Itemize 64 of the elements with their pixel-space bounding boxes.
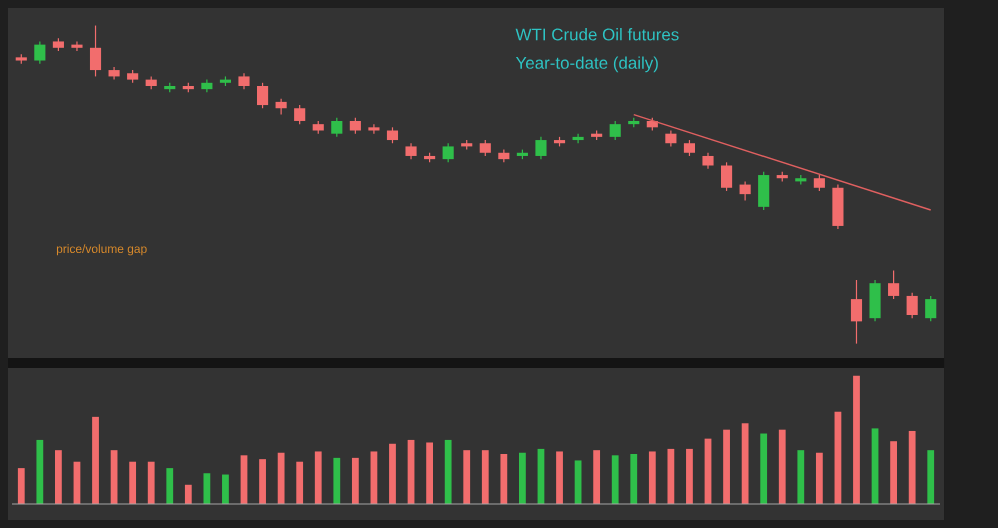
bar — [853, 375, 860, 504]
bar — [36, 439, 44, 504]
bar — [741, 423, 749, 504]
bar — [797, 450, 805, 504]
bar — [667, 448, 675, 504]
bar — [611, 455, 619, 504]
bar — [760, 433, 768, 504]
candlestick — [572, 133, 584, 144]
candlestick — [331, 117, 343, 138]
bar — [92, 416, 99, 504]
candlestick — [275, 98, 287, 116]
text: Year-to-date (daily) — [515, 56, 658, 73]
bar — [426, 442, 433, 504]
bar — [333, 457, 341, 504]
bar — [648, 451, 656, 504]
bar — [166, 468, 174, 504]
bar — [129, 461, 137, 504]
candlestick — [739, 180, 751, 202]
bar — [296, 461, 304, 504]
bar — [908, 430, 916, 504]
bar — [147, 461, 155, 504]
bar — [259, 459, 266, 504]
bar — [444, 439, 452, 504]
candlestick — [108, 66, 120, 81]
bar — [778, 429, 786, 504]
bar — [890, 441, 898, 504]
bar — [203, 473, 211, 504]
chart-title: WTI Crude Oil futures — [515, 28, 679, 41]
bar — [389, 443, 396, 504]
bar — [277, 452, 285, 504]
bar — [17, 468, 25, 504]
candlestick — [888, 269, 900, 300]
candlestick — [758, 171, 770, 211]
bar — [593, 450, 601, 504]
bar — [686, 448, 693, 504]
candlestick — [832, 183, 844, 230]
bar — [314, 451, 322, 504]
candlestick — [71, 40, 83, 52]
candlestick — [906, 292, 918, 319]
candlestick — [535, 136, 547, 160]
bar — [222, 474, 229, 504]
candlestick — [850, 279, 863, 345]
bar — [556, 451, 563, 504]
bar — [463, 450, 471, 504]
candlestick — [368, 123, 380, 135]
candlestick — [869, 279, 881, 322]
bar — [927, 450, 935, 504]
bar — [55, 450, 62, 504]
candlestick — [34, 40, 46, 65]
bar — [481, 450, 489, 504]
candlestick — [720, 161, 733, 192]
bar — [184, 484, 192, 504]
candlestick — [925, 295, 937, 322]
bar — [500, 454, 508, 504]
bar — [351, 457, 359, 504]
bar — [723, 429, 730, 504]
bar — [630, 454, 638, 504]
candlestick — [442, 142, 454, 163]
bar — [519, 452, 526, 504]
candlestick — [294, 104, 306, 125]
bar — [815, 452, 823, 504]
candlestick — [256, 82, 269, 109]
candlestick — [89, 24, 102, 78]
candlestick — [609, 120, 621, 141]
